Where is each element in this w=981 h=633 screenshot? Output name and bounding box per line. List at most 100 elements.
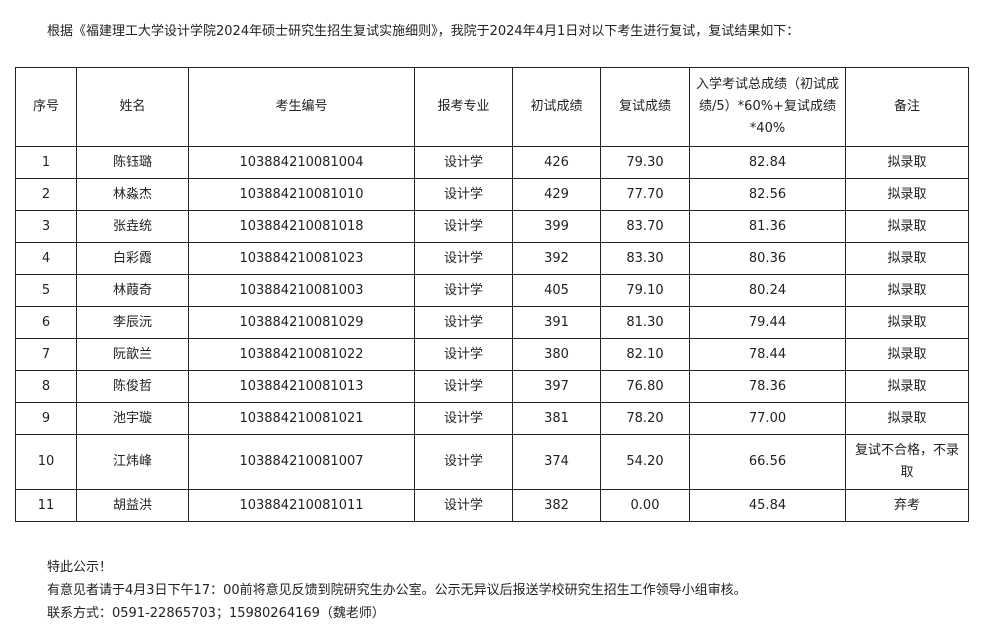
cell-candidate-id: 103884210081022 [188, 338, 415, 371]
cell-total-score: 78.44 [689, 338, 846, 371]
cell-name: 白彩霞 [76, 242, 189, 275]
header-major: 报考专业 [414, 67, 513, 147]
cell-remark: 弃考 [845, 489, 969, 522]
cell-remark: 拟录取 [845, 306, 969, 339]
cell-candidate-id: 103884210081010 [188, 178, 415, 211]
header-prelim-score: 初试成绩 [512, 67, 601, 147]
cell-total-score: 45.84 [689, 489, 846, 522]
cell-name: 林葭奇 [76, 274, 189, 307]
table-row: 3 张垚统 103884210081018 设计学 399 83.70 81.36 拟录取 [15, 210, 969, 243]
cell-name: 林淼杰 [76, 178, 189, 211]
cell-prelim-score: 405 [512, 274, 601, 307]
cell-prelim-score: 429 [512, 178, 601, 211]
table-row: 10 江炜峰 103884210081007 设计学 374 54.20 66.56 复试不合… [15, 434, 969, 490]
table-row: 6 李辰沅 103884210081029 设计学 391 81.30 79.44 拟录取 [15, 306, 969, 339]
cell-index: 5 [15, 274, 77, 307]
footer-notes: 特此公示！ 有意见者请于4月3日下午17：00前将意见反馈到院研究生办公室。公示… [47, 556, 747, 625]
cell-name: 阮歆兰 [76, 338, 189, 371]
cell-candidate-id: 103884210081003 [188, 274, 415, 307]
table-row: 4 白彩霞 103884210081023 设计学 392 83.30 80.36 拟录取 [15, 242, 969, 275]
header-candidate-id: 考生编号 [188, 67, 415, 147]
cell-candidate-id: 103884210081021 [188, 402, 415, 435]
cell-major: 设计学 [414, 146, 513, 179]
cell-retest-score: 78.20 [600, 402, 690, 435]
cell-prelim-score: 381 [512, 402, 601, 435]
table-row: 7 阮歆兰 103884210081022 设计学 380 82.10 78.44 拟录取 [15, 338, 969, 371]
cell-remark: 拟录取 [845, 146, 969, 179]
table-row: 2 林淼杰 103884210081010 设计学 429 77.70 82.56 拟录取 [15, 178, 969, 211]
cell-major: 设计学 [414, 402, 513, 435]
cell-retest-score: 79.10 [600, 274, 690, 307]
cell-remark: 拟录取 [845, 402, 969, 435]
cell-retest-score: 76.80 [600, 370, 690, 403]
cell-major: 设计学 [414, 242, 513, 275]
footer-announcement: 特此公示！ [47, 560, 113, 575]
cell-retest-score: 82.10 [600, 338, 690, 371]
cell-total-score: 81.36 [689, 210, 846, 243]
table-row: 1 陈钰璐 103884210081004 设计学 426 79.30 82.84 拟录取 [15, 146, 969, 179]
header-remark: 备注 [845, 67, 969, 147]
cell-major: 设计学 [414, 178, 513, 211]
cell-index: 6 [15, 306, 77, 339]
cell-major: 设计学 [414, 306, 513, 339]
cell-retest-score: 54.20 [600, 434, 690, 490]
header-name: 姓名 [76, 67, 189, 147]
intro-text: 根据《福建理工大学设计学院2024年硕士研究生招生复试实施细则》，我院于2024… [47, 24, 800, 39]
cell-candidate-id: 103884210081018 [188, 210, 415, 243]
table-row: 8 陈俊哲 103884210081013 设计学 397 76.80 78.36 拟录取 [15, 370, 969, 403]
cell-retest-score: 0.00 [600, 489, 690, 522]
cell-remark: 拟录取 [845, 274, 969, 307]
cell-candidate-id: 103884210081011 [188, 489, 415, 522]
header-total-score: 入学考试总成绩（初试成绩/5）*60%+复试成绩*40% [689, 67, 846, 147]
cell-remark: 拟录取 [845, 210, 969, 243]
cell-total-score: 80.24 [689, 274, 846, 307]
cell-major: 设计学 [414, 210, 513, 243]
cell-index: 1 [15, 146, 77, 179]
cell-remark: 拟录取 [845, 338, 969, 371]
cell-remark: 复试不合格，不录取 [845, 434, 969, 490]
cell-name: 李辰沅 [76, 306, 189, 339]
cell-index: 9 [15, 402, 77, 435]
cell-retest-score: 83.30 [600, 242, 690, 275]
cell-remark: 拟录取 [845, 370, 969, 403]
cell-prelim-score: 392 [512, 242, 601, 275]
cell-candidate-id: 103884210081007 [188, 434, 415, 490]
table-header-row: 序号 姓名 考生编号 报考专业 初试成绩 复试成绩 入学考试总成绩（初试成绩/5）*60%+… [15, 67, 969, 147]
cell-index: 3 [15, 210, 77, 243]
cell-remark: 拟录取 [845, 242, 969, 275]
cell-prelim-score: 391 [512, 306, 601, 339]
cell-total-score: 82.84 [689, 146, 846, 179]
cell-candidate-id: 103884210081013 [188, 370, 415, 403]
cell-index: 11 [15, 489, 77, 522]
cell-prelim-score: 382 [512, 489, 601, 522]
cell-total-score: 66.56 [689, 434, 846, 490]
cell-index: 10 [15, 434, 77, 490]
table-row: 5 林葭奇 103884210081003 设计学 405 79.10 80.24 拟录取 [15, 274, 969, 307]
cell-prelim-score: 380 [512, 338, 601, 371]
cell-major: 设计学 [414, 370, 513, 403]
cell-candidate-id: 103884210081004 [188, 146, 415, 179]
cell-retest-score: 77.70 [600, 178, 690, 211]
cell-index: 2 [15, 178, 77, 211]
cell-index: 7 [15, 338, 77, 371]
table-row: 9 池宇璇 103884210081021 设计学 381 78.20 77.00 拟录取 [15, 402, 969, 435]
cell-candidate-id: 103884210081029 [188, 306, 415, 339]
header-retest-score: 复试成绩 [600, 67, 690, 147]
table-row: 11 胡益洪 103884210081011 设计学 382 0.00 45.84 弃考 [15, 489, 969, 522]
cell-retest-score: 81.30 [600, 306, 690, 339]
cell-major: 设计学 [414, 434, 513, 490]
cell-total-score: 79.44 [689, 306, 846, 339]
cell-name: 陈钰璐 [76, 146, 189, 179]
cell-total-score: 77.00 [689, 402, 846, 435]
cell-prelim-score: 397 [512, 370, 601, 403]
cell-name: 陈俊哲 [76, 370, 189, 403]
cell-total-score: 82.56 [689, 178, 846, 211]
cell-index: 8 [15, 370, 77, 403]
results-table: 序号 姓名 考生编号 报考专业 初试成绩 复试成绩 入学考试总成绩（初试成绩/5）*60%+… [15, 67, 969, 522]
cell-index: 4 [15, 242, 77, 275]
cell-candidate-id: 103884210081023 [188, 242, 415, 275]
cell-total-score: 78.36 [689, 370, 846, 403]
cell-major: 设计学 [414, 274, 513, 307]
cell-name: 张垚统 [76, 210, 189, 243]
footer-feedback-note: 有意见者请于4月3日下午17：00前将意见反馈到院研究生办公室。公示无异议后报送… [47, 583, 747, 598]
